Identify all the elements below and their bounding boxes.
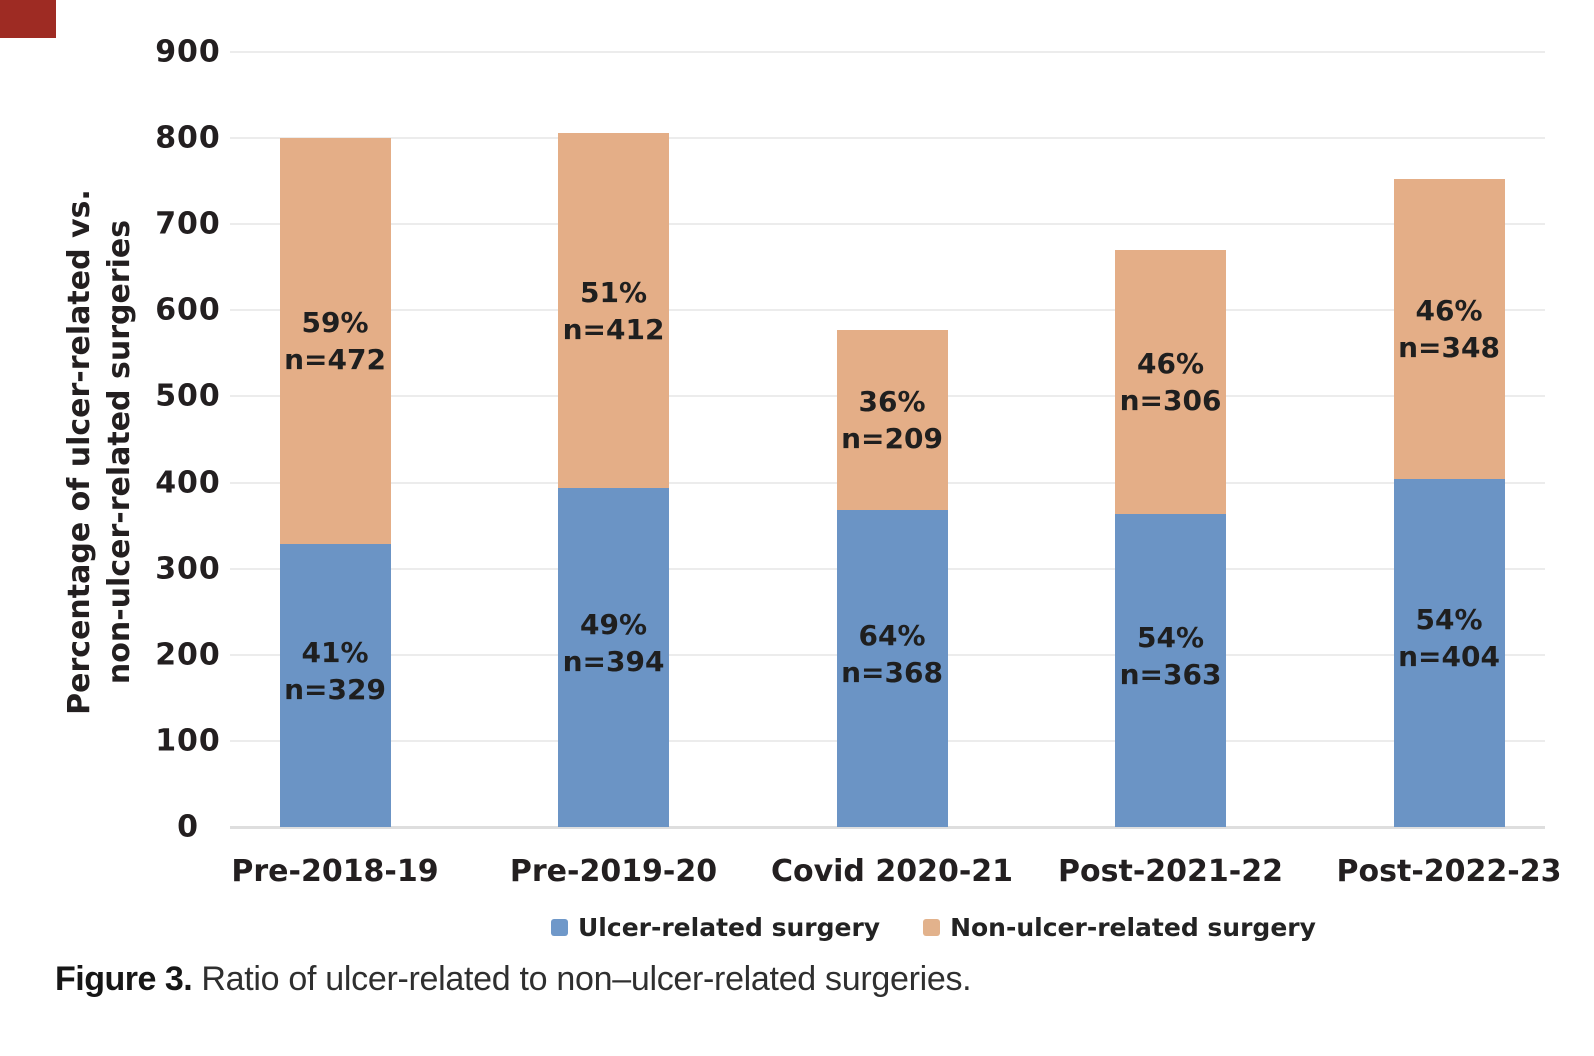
legend-item-0: Ulcer-related surgery bbox=[551, 913, 880, 942]
bar-segment-nonulcer-Post-2022-23 bbox=[1393, 179, 1505, 479]
y-tick-label-500: 500 bbox=[155, 378, 221, 414]
ulcer-value-label-Covid 2020-21: 64% n=368 bbox=[841, 617, 943, 691]
percent-label: 46% bbox=[1136, 347, 1205, 380]
percent-label: 59% bbox=[301, 306, 369, 339]
n-count-label: n=209 bbox=[841, 422, 943, 455]
n-count-label: n=306 bbox=[1119, 384, 1222, 417]
chart-legend: Ulcer-related surgery Non-ulcer-related s… bbox=[551, 913, 1316, 942]
nonulcer-value-label-Pre-2018-19: 59% n=472 bbox=[284, 304, 386, 378]
y-tick-label-600: 600 bbox=[155, 292, 221, 328]
nonulcer-value-label-Pre-2019-20: 51% n=412 bbox=[563, 274, 665, 348]
legend-label: Ulcer-related surgery bbox=[578, 913, 881, 942]
n-count-label: n=412 bbox=[562, 312, 665, 346]
x-axis-label-Post-2022-23: Post-2022-23 bbox=[1336, 854, 1562, 889]
bar-segment-nonulcer-Pre-2018-19 bbox=[279, 138, 391, 544]
ulcer-value-label-Pre-2019-20: 49% n=394 bbox=[563, 606, 665, 680]
n-count-label: n=404 bbox=[1398, 640, 1500, 673]
x-axis-label-Covid 2020-21: Covid 2020-21 bbox=[770, 854, 1014, 889]
bar-segment-ulcer-Pre-2019-20 bbox=[558, 488, 669, 827]
y-axis-title-line1: Percentage of ulcer-related vs. bbox=[62, 189, 97, 715]
legend-swatch-icon bbox=[923, 919, 941, 936]
percent-label: 54% bbox=[1415, 603, 1483, 636]
gridline-700 bbox=[230, 223, 1545, 226]
y-tick-label-0: 0 bbox=[177, 809, 199, 845]
percent-label: 41% bbox=[301, 635, 369, 669]
x-axis-baseline bbox=[230, 826, 1545, 829]
n-count-label: n=394 bbox=[562, 644, 665, 678]
percent-label: 54% bbox=[1136, 620, 1205, 654]
legend-item-1: Non-ulcer-related surgery bbox=[923, 913, 1316, 942]
bar-segment-ulcer-Post-2021-22 bbox=[1115, 514, 1226, 827]
bar-segment-nonulcer-Covid 2020-21 bbox=[836, 330, 948, 510]
y-tick-label-900: 900 bbox=[155, 34, 221, 70]
gridline-800 bbox=[230, 137, 1545, 140]
bar-segment-ulcer-Pre-2018-19 bbox=[279, 544, 391, 827]
y-tick-label-800: 800 bbox=[155, 120, 221, 156]
legend-label: Non-ulcer-related surgery bbox=[950, 913, 1316, 942]
n-count-label: n=329 bbox=[284, 672, 386, 706]
legend-swatch-icon bbox=[551, 919, 568, 936]
nonulcer-value-label-Post-2021-22: 46% n=306 bbox=[1120, 345, 1222, 419]
figure-caption: Figure 3. Ratio of ulcer-related to non–… bbox=[55, 960, 1155, 999]
y-tick-label-700: 700 bbox=[155, 206, 221, 242]
percent-label: 64% bbox=[858, 618, 926, 652]
y-tick-label-300: 300 bbox=[155, 551, 221, 587]
ulcer-value-label-Post-2022-23: 54% n=404 bbox=[1398, 601, 1500, 675]
nonulcer-value-label-Post-2022-23: 46% n=348 bbox=[1398, 292, 1500, 366]
page-corner-mark bbox=[0, 0, 56, 38]
ulcer-value-label-Post-2021-22: 54% n=363 bbox=[1120, 619, 1222, 693]
gridline-900 bbox=[230, 51, 1545, 53]
gridline-600 bbox=[230, 309, 1545, 312]
percent-label: 49% bbox=[579, 607, 648, 641]
n-count-label: n=348 bbox=[1398, 331, 1500, 364]
bar-segment-ulcer-Post-2022-23 bbox=[1393, 479, 1505, 827]
x-axis-label-Pre-2019-20: Pre-2019-20 bbox=[509, 854, 718, 889]
y-axis-title-line2: non-ulcer-related surgeries bbox=[102, 219, 137, 685]
y-tick-label-200: 200 bbox=[155, 637, 221, 673]
y-tick-label-400: 400 bbox=[155, 465, 221, 501]
n-count-label: n=472 bbox=[284, 343, 386, 376]
bar-segment-nonulcer-Post-2021-22 bbox=[1115, 250, 1226, 514]
bar-segment-nonulcer-Pre-2019-20 bbox=[558, 133, 669, 488]
y-axis-title: Percentage of ulcer-related vs. non-ulce… bbox=[60, 189, 140, 715]
x-axis-label-Pre-2018-19: Pre-2018-19 bbox=[231, 854, 439, 889]
n-count-label: n=363 bbox=[1119, 657, 1222, 691]
ulcer-value-label-Pre-2018-19: 41% n=329 bbox=[284, 634, 386, 708]
n-count-label: n=368 bbox=[841, 655, 943, 689]
x-axis-label-Post-2021-22: Post-2021-22 bbox=[1058, 854, 1283, 889]
percent-label: 51% bbox=[579, 275, 648, 309]
figure-caption-text: Ratio of ulcer-related to non–ulcer-rela… bbox=[192, 960, 972, 998]
figure-caption-label: Figure 3. bbox=[55, 960, 193, 998]
nonulcer-value-label-Covid 2020-21: 36% n=209 bbox=[841, 383, 943, 457]
bar-segment-ulcer-Covid 2020-21 bbox=[836, 510, 948, 827]
y-tick-label-100: 100 bbox=[155, 723, 221, 759]
percent-label: 46% bbox=[1415, 294, 1483, 327]
percent-label: 36% bbox=[858, 385, 926, 418]
